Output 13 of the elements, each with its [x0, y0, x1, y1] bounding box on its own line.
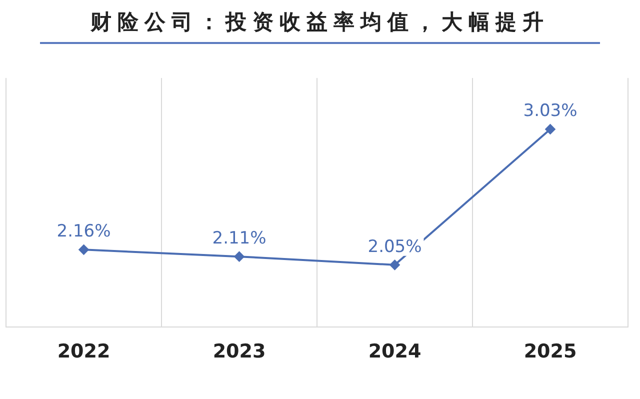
- x-tick-label: 2025: [524, 340, 577, 363]
- data-label: 2.05%: [368, 236, 422, 257]
- point: [78, 244, 89, 255]
- point: [390, 260, 400, 270]
- point: [234, 252, 244, 262]
- data-label: 2.11%: [212, 228, 266, 249]
- x-tick-label: 2023: [212, 340, 266, 363]
- point: [545, 124, 556, 134]
- x-tick-label: 2022: [57, 340, 110, 363]
- chart-title: 财险公司：投资收益率均值，大幅提升: [40, 8, 600, 44]
- x-tick-label: 2024: [368, 340, 422, 363]
- data-label: 2.16%: [56, 222, 111, 242]
- data-label: 3.03%: [523, 101, 578, 122]
